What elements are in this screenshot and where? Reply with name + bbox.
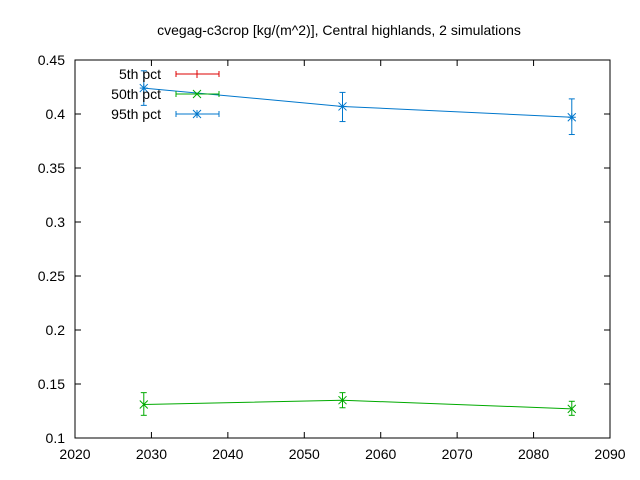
series-line [143, 87, 572, 118]
series-layer [139, 70, 577, 416]
data-point [338, 102, 347, 111]
y-tick-label: 0.15 [38, 376, 65, 392]
legend-item: 50th pct [111, 86, 220, 102]
axes: 2020 2030 2040 2050 2060 2070 2080 2090 0.1 0.15 0… [38, 52, 626, 462]
data-point [338, 395, 347, 405]
legend-label: 5th pct [119, 66, 161, 82]
y-tick-label: 0.4 [46, 106, 66, 122]
legend-marker [192, 89, 202, 99]
x-tick-label: 2030 [136, 446, 167, 462]
y-tick-label: 0.45 [38, 52, 65, 68]
data-point [567, 112, 577, 122]
y-tick-label: 0.3 [46, 214, 66, 230]
legend-item: 5th pct [119, 66, 220, 82]
y-tick-label: 0.1 [46, 430, 66, 446]
series-line [143, 399, 572, 410]
legend-item: 95th pct [111, 106, 220, 122]
y-tick-label: 0.35 [38, 160, 65, 176]
data-point [139, 400, 149, 409]
data-point [567, 404, 577, 414]
series-95th-pct [139, 70, 577, 136]
legend-marker [192, 109, 202, 119]
x-tick-label: 2050 [289, 446, 320, 462]
x-tick-label: 2070 [442, 446, 473, 462]
series-50th-pct [139, 392, 577, 416]
chart-title: cvegag-c3crop [kg/(m^2)], Central highla… [157, 22, 521, 38]
plot-frame [74, 59, 611, 439]
x-tick-label: 2060 [365, 446, 396, 462]
y-tick-label: 0.2 [46, 322, 66, 338]
legend-label: 50th pct [111, 86, 161, 102]
legend: 5th pct 50th pct 95th pct [111, 66, 220, 122]
x-tick-label: 2080 [518, 446, 549, 462]
y-tick-label: 0.25 [38, 268, 65, 284]
x-tick-label: 2090 [594, 446, 625, 462]
x-tick-label: 2040 [212, 446, 243, 462]
legend-label: 95th pct [111, 106, 161, 122]
data-point [139, 83, 149, 93]
x-tick-label: 2020 [59, 446, 90, 462]
